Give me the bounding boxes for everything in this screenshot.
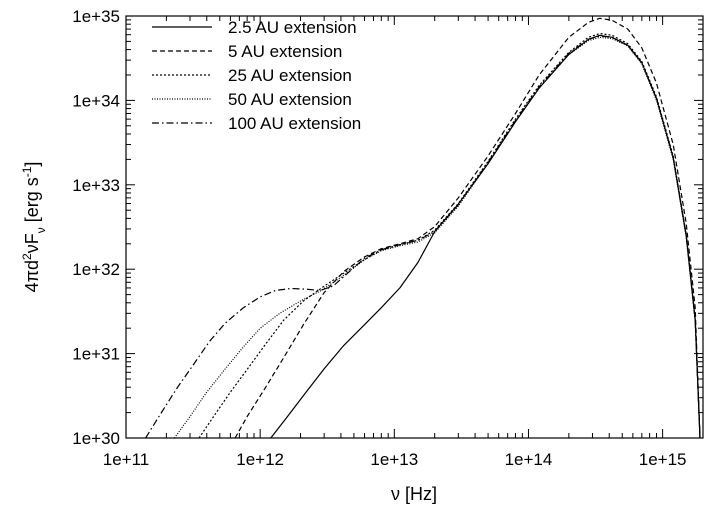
y-tick-label: 1e+34 — [72, 91, 120, 110]
y-tick-label: 1e+32 — [72, 260, 120, 279]
y-tick-label: 1e+31 — [72, 345, 120, 364]
legend-label: 50 AU extension — [228, 90, 352, 109]
y-tick-label: 1e+33 — [72, 176, 120, 195]
legend: 2.5 AU extension 5 AU extension 25 AU exte… — [152, 18, 361, 133]
tick-labels-layer: 1e+11 1e+12 1e+13 1e+14 1e+15 1e+30 1e+31 1e+32… — [72, 7, 686, 469]
y-tick-label: 1e+35 — [72, 7, 120, 26]
series-line-4 — [174, 36, 701, 438]
x-tick-label: 1e+11 — [103, 450, 149, 469]
legend-label: 25 AU extension — [228, 66, 352, 85]
x-tick-label: 1e+12 — [236, 450, 284, 469]
x-tick-label: 1e+14 — [505, 450, 553, 469]
series-line-2 — [234, 17, 701, 438]
plot-frame — [125, 15, 704, 439]
ticks-layer — [125, 15, 704, 439]
series-line-5 — [145, 35, 701, 438]
x-axis-title: ν [Hz] — [391, 484, 437, 504]
series-layer — [145, 17, 701, 438]
x-tick-label: 1e+13 — [370, 450, 418, 469]
legend-label: 5 AU extension — [228, 42, 342, 61]
y-axis-title: 4πd2νFν [erg s-1] — [20, 162, 48, 293]
legend-label: 100 AU extension — [228, 114, 361, 133]
y-tick-label: 1e+30 — [72, 429, 120, 448]
x-tick-label: 1e+15 — [639, 450, 687, 469]
legend-label: 2.5 AU extension — [228, 18, 357, 37]
